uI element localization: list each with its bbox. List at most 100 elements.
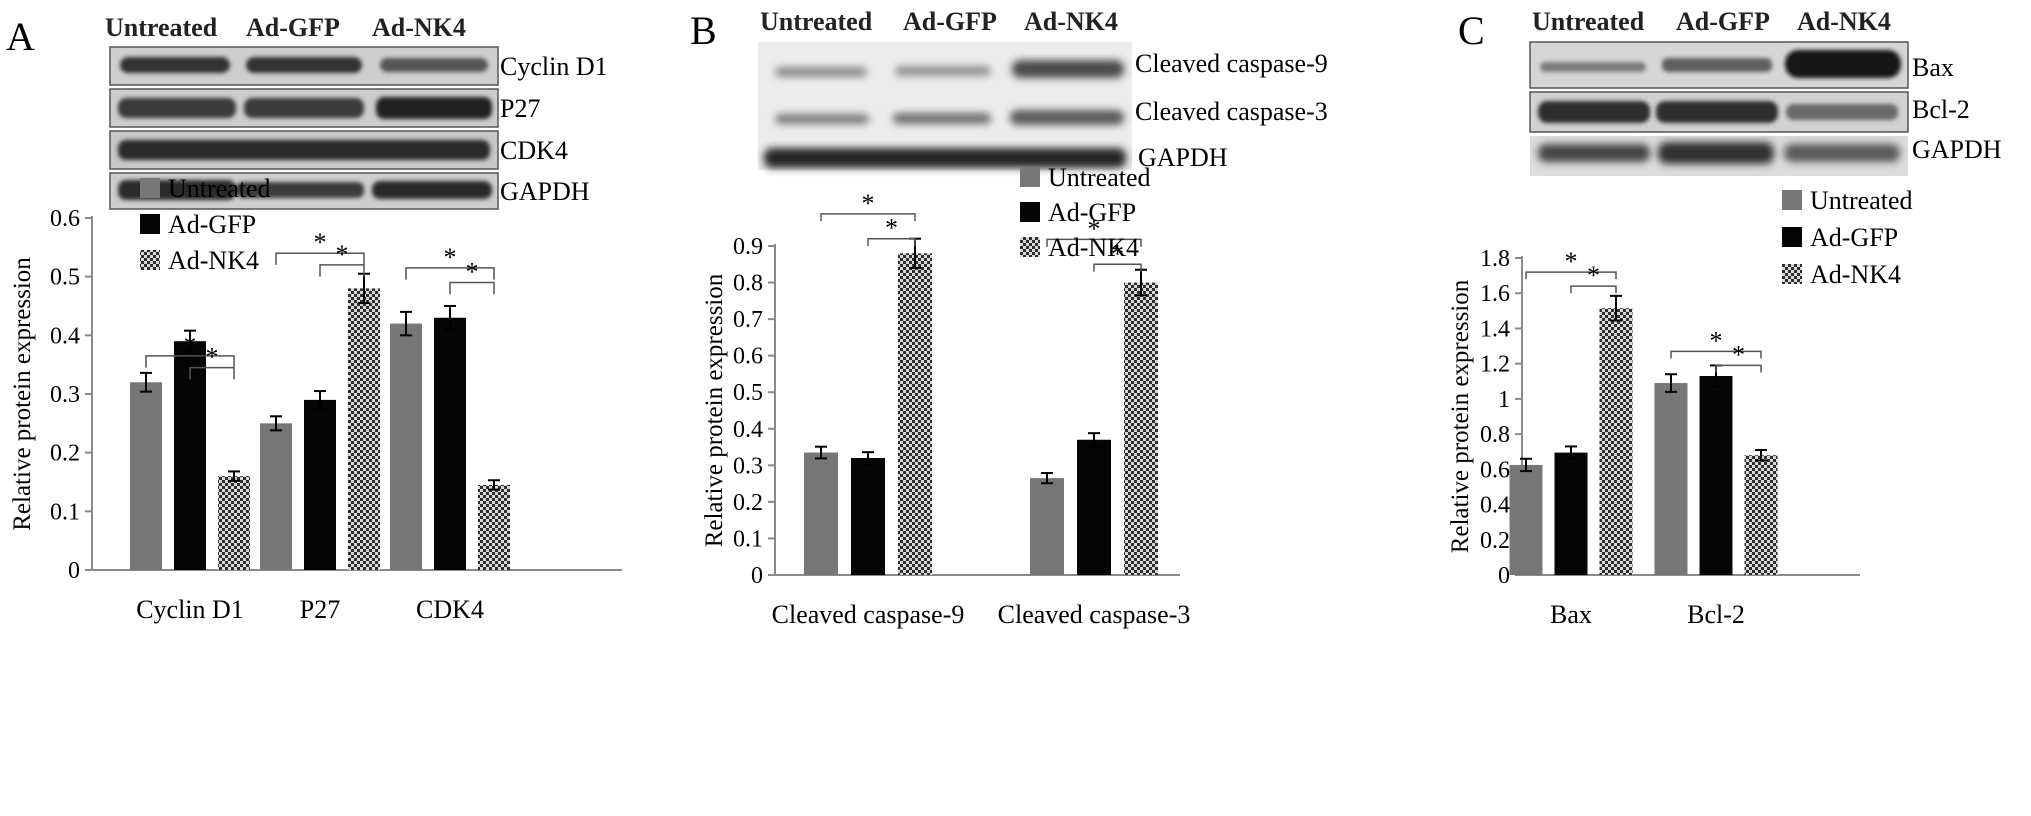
blot-lane-labels: Untreated Ad-GFP Ad-NK4 bbox=[1532, 7, 1891, 36]
significance-star: * bbox=[862, 189, 875, 218]
significance-star: * bbox=[336, 240, 349, 269]
y-tick-label: 0.5 bbox=[733, 380, 763, 406]
y-tick-label: 1.2 bbox=[1480, 352, 1510, 378]
y-tick-label: 1.6 bbox=[1480, 281, 1510, 307]
significance-star: * bbox=[1088, 214, 1101, 243]
y-tick-label: 0.1 bbox=[50, 499, 80, 525]
significance-star: * bbox=[1732, 340, 1745, 369]
bar-untreated bbox=[804, 452, 838, 575]
y-tick-label: 0.4 bbox=[1480, 493, 1510, 519]
significance-bracket bbox=[1093, 263, 1142, 272]
y-axis-label: Relative protein expression bbox=[9, 257, 36, 531]
panel-letter: A bbox=[6, 14, 35, 59]
band-label: P27 bbox=[500, 94, 540, 123]
significance-star: * bbox=[466, 258, 479, 287]
panel-letter: B bbox=[690, 8, 717, 53]
legend-swatch bbox=[1782, 227, 1802, 247]
panel-b: B Untreated Ad-GFP Ad-NK4 Cleaved caspas… bbox=[690, 7, 1328, 629]
lane-label-untreated: Untreated bbox=[105, 13, 218, 42]
significance-bracket bbox=[189, 366, 235, 380]
legend-label: Ad-NK4 bbox=[168, 246, 259, 275]
legend-label: Ad-NK4 bbox=[1048, 233, 1139, 262]
lane-label-ad-nk4: Ad-NK4 bbox=[1024, 7, 1118, 36]
legend-label: Untreated bbox=[1048, 163, 1151, 192]
bar-ad-nk4 bbox=[1599, 308, 1633, 575]
y-tick-label: 0 bbox=[68, 558, 80, 584]
lane-label-ad-gfp: Ad-GFP bbox=[246, 13, 340, 42]
bar-ad-nk4 bbox=[218, 476, 250, 570]
legend-label: Ad-NK4 bbox=[1810, 260, 1901, 289]
blot-lane-labels: Untreated Ad-GFP Ad-NK4 bbox=[760, 7, 1118, 36]
y-tick-label: 0 bbox=[751, 563, 763, 589]
y-tick-label: 0.2 bbox=[1480, 528, 1510, 554]
bar-untreated bbox=[130, 382, 162, 570]
y-tick-label: 0.5 bbox=[50, 265, 80, 291]
lane-label-ad-gfp: Ad-GFP bbox=[903, 7, 997, 36]
legend-label: Ad-GFP bbox=[1810, 223, 1898, 252]
y-tick-label: 0.3 bbox=[733, 453, 763, 479]
band-label: Cyclin D1 bbox=[500, 52, 608, 81]
significance-star: * bbox=[1565, 247, 1578, 276]
significance-star: * bbox=[314, 228, 327, 257]
y-tick-label: 0.4 bbox=[50, 323, 80, 349]
bar-ad-gfp bbox=[1699, 375, 1733, 575]
band-label: Bcl-2 bbox=[1912, 95, 1970, 124]
band-label: Bax bbox=[1912, 53, 1954, 82]
y-tick-label: 0.2 bbox=[50, 441, 80, 467]
y-tick-label: 0.6 bbox=[1480, 457, 1510, 483]
x-tick-label: Cyclin D1 bbox=[136, 595, 244, 624]
significance-bracket bbox=[405, 267, 495, 280]
legend-label: Untreated bbox=[1810, 186, 1913, 215]
y-tick-label: 0 bbox=[1498, 563, 1510, 589]
significance-bracket bbox=[1715, 364, 1762, 373]
legend-swatch bbox=[140, 178, 160, 198]
bar-ad-gfp bbox=[434, 317, 466, 570]
bar-chart-a: 0 0.1 0.2 0.3 0.4 0.5 0.6 Relative protein expr… bbox=[9, 174, 622, 624]
legend-swatch bbox=[1020, 237, 1040, 257]
lane-label-untreated: Untreated bbox=[760, 7, 873, 36]
panel-letter: C bbox=[1458, 8, 1485, 53]
band-labels: Cyclin D1 P27 CDK4 GAPDH bbox=[500, 52, 608, 206]
legend-swatch bbox=[1782, 264, 1802, 284]
bar-ad-gfp bbox=[851, 458, 885, 575]
legend-swatch bbox=[140, 214, 160, 234]
y-tick-label: 0.4 bbox=[733, 417, 763, 443]
y-tick-label: 0.6 bbox=[50, 206, 80, 232]
western-blot-image bbox=[1529, 41, 1909, 176]
significance-bracket bbox=[1525, 271, 1617, 280]
blot-lane-labels: Untreated Ad-GFP Ad-NK4 bbox=[105, 13, 466, 42]
y-tick-label: 1.8 bbox=[1480, 246, 1510, 272]
band-labels: Cleaved caspase-9 Cleaved caspase-3 GAPD… bbox=[1135, 49, 1328, 172]
x-tick-label: CDK4 bbox=[416, 595, 484, 624]
significance-star: * bbox=[1111, 239, 1124, 268]
legend-swatch bbox=[1020, 167, 1040, 187]
band-label: Cleaved caspase-3 bbox=[1135, 97, 1328, 126]
legend-label: Ad-GFP bbox=[168, 210, 256, 239]
y-tick-label: 0.8 bbox=[1480, 422, 1510, 448]
y-tick-label: 1 bbox=[1498, 387, 1510, 413]
bar-untreated bbox=[1654, 383, 1688, 575]
bar-ad-gfp bbox=[304, 399, 336, 570]
y-tick-label: 0.3 bbox=[50, 382, 80, 408]
y-axis-label: Relative protein expression bbox=[701, 273, 728, 547]
significance-bracket bbox=[319, 264, 365, 277]
bar-ad-nk4 bbox=[1744, 455, 1778, 575]
significance-bracket bbox=[145, 355, 235, 368]
x-tick-label: P27 bbox=[300, 595, 340, 624]
y-tick-label: 0.8 bbox=[733, 271, 763, 297]
y-tick-label: 0.9 bbox=[733, 234, 763, 260]
bar-untreated bbox=[390, 323, 422, 570]
band-label: GAPDH bbox=[500, 177, 590, 206]
significance-star: * bbox=[1710, 326, 1723, 355]
band-label: CDK4 bbox=[500, 136, 568, 165]
western-blot-image bbox=[758, 42, 1132, 170]
legend-swatch bbox=[140, 250, 160, 270]
x-tick-label: Bax bbox=[1550, 600, 1592, 629]
bar-ad-nk4 bbox=[1124, 282, 1158, 575]
western-blot-image bbox=[109, 46, 499, 210]
y-tick-label: 0.6 bbox=[733, 344, 763, 370]
bar-ad-gfp bbox=[1077, 439, 1111, 575]
lane-label-ad-nk4: Ad-NK4 bbox=[372, 13, 466, 42]
